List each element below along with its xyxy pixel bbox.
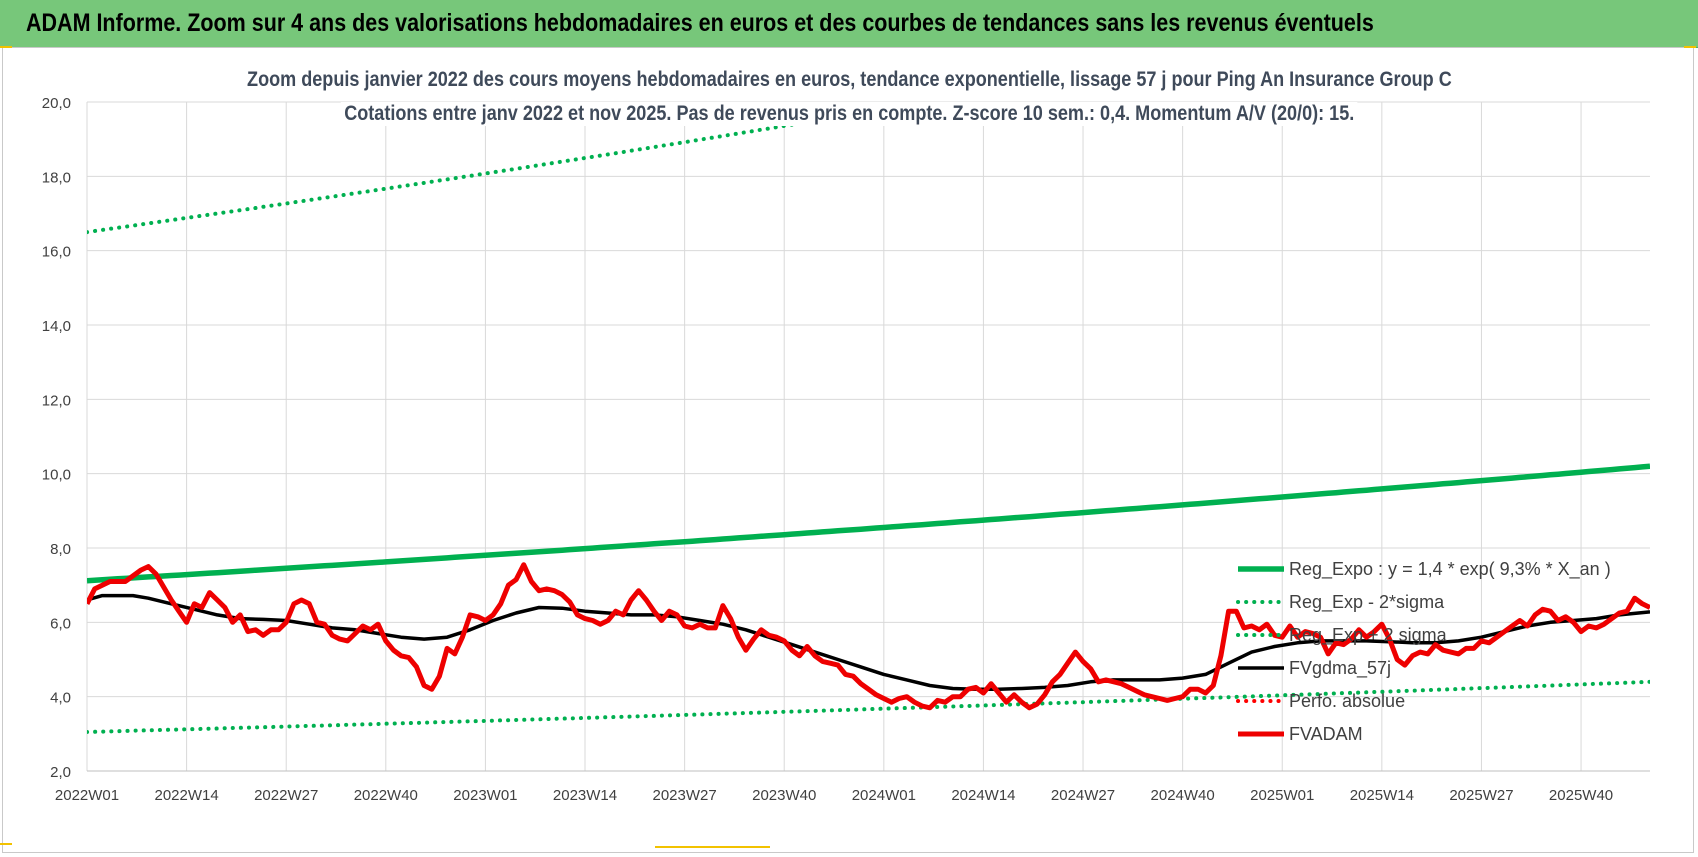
x-tick-label: 2025W27	[1449, 787, 1513, 804]
series-line	[87, 593, 1650, 691]
y-tick-label: 16,0	[42, 244, 71, 261]
chart-title: Zoom depuis janvier 2022 des cours moyen…	[0, 68, 1698, 92]
x-tick-label: 2022W01	[55, 787, 119, 804]
corner-mark	[0, 46, 12, 48]
legend-label: Reg_Expo : y = 1,4 * exp( 9,3% * X_an )	[1289, 559, 1611, 580]
legend-label: FVADAM	[1289, 724, 1363, 744]
y-tick-label: 4,0	[50, 690, 71, 707]
legend-label: FVgdma_57j	[1289, 658, 1391, 679]
y-tick-label: 14,0	[42, 318, 71, 335]
series-line	[87, 679, 1650, 734]
legend-label: Reg_Exp - 2*sigma	[1289, 592, 1445, 613]
y-tick-label: 6,0	[50, 615, 71, 632]
x-tick-label: 2025W14	[1350, 787, 1414, 804]
corner-mark	[1684, 46, 1696, 48]
x-tick-label: 2025W40	[1549, 787, 1613, 804]
chart-frame	[2, 47, 1694, 853]
chart-subtitle: Cotations entre janv 2022 et nov 2025. P…	[0, 102, 1698, 126]
header-banner: ADAM Informe. Zoom sur 4 ans des valoris…	[0, 0, 1698, 48]
x-tick-label: 2023W27	[653, 787, 717, 804]
x-tick-label: 2024W27	[1051, 787, 1115, 804]
x-tick-label: 2022W14	[154, 787, 218, 804]
corner-mark	[0, 843, 12, 845]
banner-title: ADAM Informe. Zoom sur 4 ans des valoris…	[26, 9, 1374, 37]
x-tick-label: 2023W14	[553, 787, 617, 804]
y-tick-label: 10,0	[42, 467, 71, 484]
series-line	[87, 463, 1650, 584]
x-tick-label: 2024W40	[1151, 787, 1215, 804]
x-tick-label: 2022W27	[254, 787, 318, 804]
legend-label: Perfo. absolue	[1289, 691, 1405, 711]
series-line	[87, 562, 1650, 711]
y-tick-label: 20,0	[42, 95, 71, 112]
x-tick-label: 2023W01	[453, 787, 517, 804]
corner-mark	[655, 846, 770, 848]
x-tick-label: 2024W14	[951, 787, 1015, 804]
x-tick-label: 2025W01	[1250, 787, 1314, 804]
x-tick-label: 2024W01	[852, 787, 916, 804]
y-tick-label: 2,0	[50, 764, 71, 781]
x-tick-label: 2023W40	[752, 787, 816, 804]
x-tick-label: 2022W40	[354, 787, 418, 804]
y-tick-label: 18,0	[42, 169, 71, 186]
legend-label: Reg_Exp + 2 sigma	[1289, 625, 1448, 646]
y-tick-label: 12,0	[42, 392, 71, 409]
y-tick-label: 8,0	[50, 541, 71, 558]
